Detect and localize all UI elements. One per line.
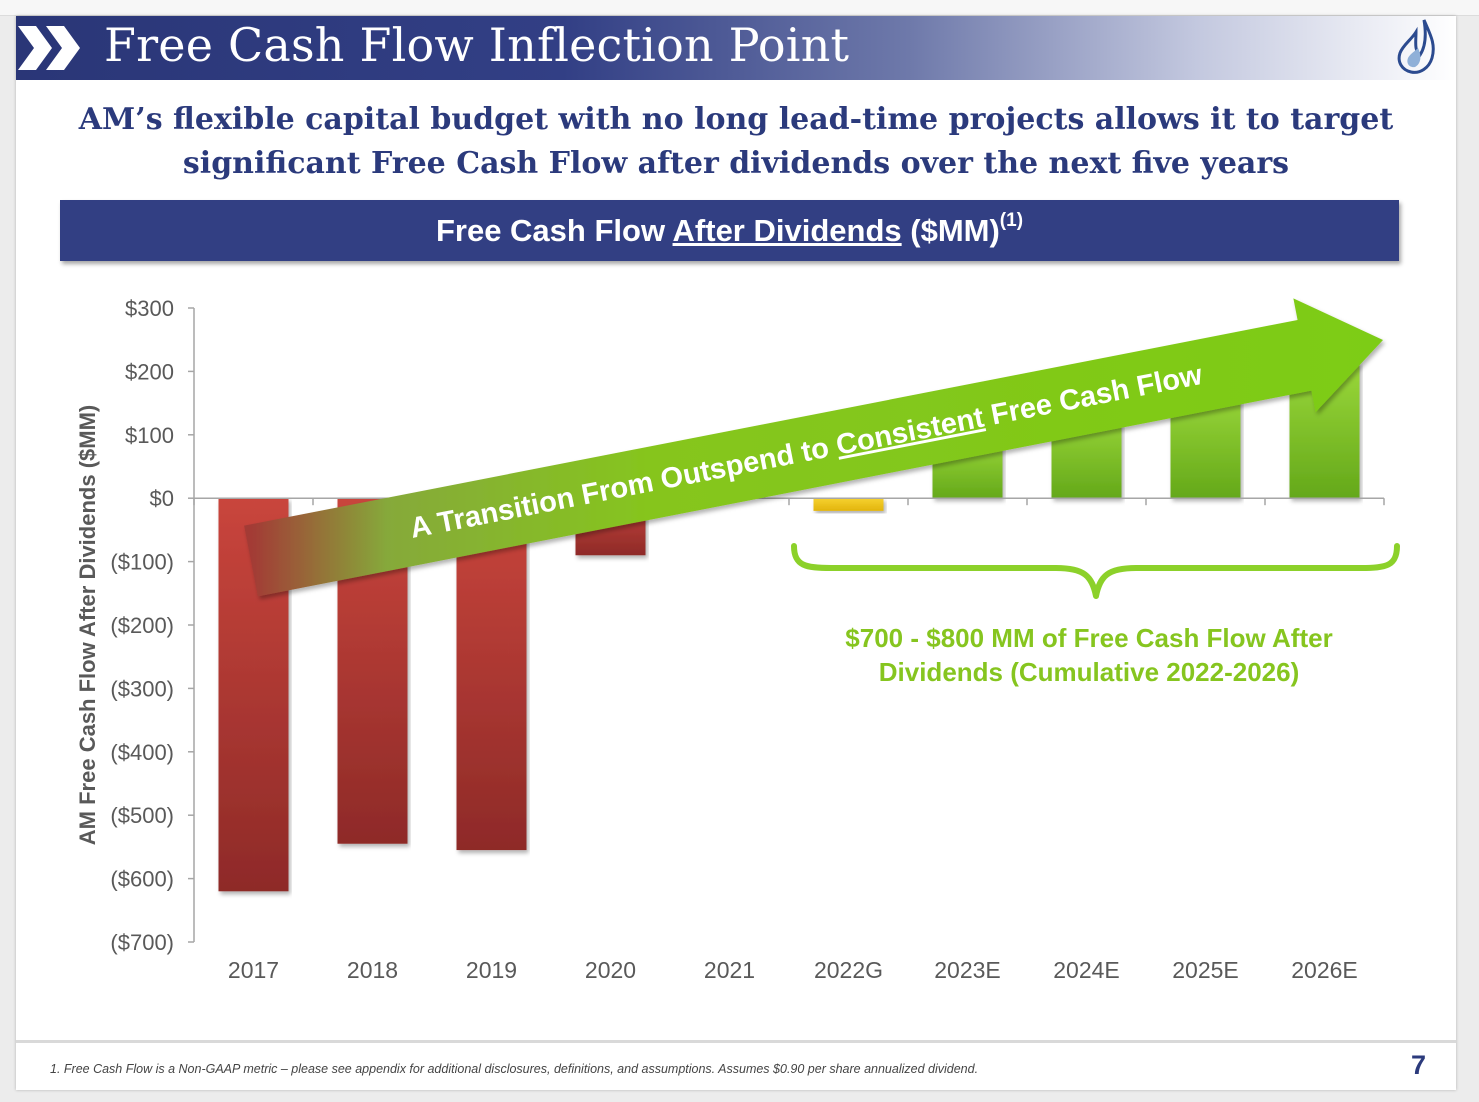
subtitle: AM’s flexible capital budget with no lon… <box>56 98 1416 186</box>
x-tick-label: 2023E <box>934 957 1001 983</box>
chart-header-underlined: After Dividends <box>672 213 902 248</box>
chart-header-text: Free Cash Flow <box>435 213 673 248</box>
subtitle-line-1: AM’s flexible capital budget with no lon… <box>78 102 1394 137</box>
x-tick-label: 2026E <box>1291 957 1358 983</box>
footer-divider <box>16 1040 1456 1043</box>
y-tick-label: $100 <box>125 423 174 448</box>
bar-2019 <box>456 498 527 851</box>
bar-2022G <box>813 498 884 511</box>
fcf-bar-chart: $300 $200 $100 $0 ($100) ($200) ($300) ($400) ($… <box>75 296 1400 983</box>
x-tick-label: 2022G <box>814 957 883 983</box>
y-tick-label: $300 <box>125 296 174 321</box>
x-tick-label: 2019 <box>466 957 517 983</box>
y-tick-label: ($100) <box>110 550 174 575</box>
y-tick-label: ($200) <box>110 613 174 638</box>
chart-header: Free Cash Flow After Dividends ($MM)(1) <box>60 200 1399 261</box>
x-tick-label: 2018 <box>347 957 398 983</box>
page-title: Free Cash Flow Inflection Point <box>104 18 850 72</box>
y-axis-label: AM Free Cash Flow After Dividends ($MM) <box>75 405 100 845</box>
y-tick-label: ($500) <box>110 803 174 828</box>
chart-header-footnote-ref: (1) <box>999 209 1024 231</box>
y-tick-label: ($300) <box>110 676 174 701</box>
brace-label-line-1: $700 - $800 MM of Free Cash Flow After <box>845 623 1332 653</box>
window-top-strip <box>0 0 1479 16</box>
y-tick-label: ($600) <box>110 867 174 892</box>
x-tick-label: 2021 <box>704 957 755 983</box>
brace-annotation: $700 - $800 MM of Free Cash Flow After D… <box>791 543 1400 687</box>
y-tick-label: $0 <box>150 486 174 511</box>
x-tick-label: 2024E <box>1053 957 1120 983</box>
curly-brace-shape <box>791 543 1400 599</box>
page-number: 7 <box>1411 1050 1427 1080</box>
x-tick-label: 2025E <box>1172 957 1239 983</box>
brace-label-line-2: Dividends (Cumulative 2022-2026) <box>879 657 1300 687</box>
slide: Free Cash Flow Inflection Point AM’s fle… <box>16 16 1456 1090</box>
arrow-shape <box>244 298 1384 597</box>
flame-logo-icon <box>1397 19 1435 74</box>
subtitle-line-2: significant Free Cash Flow after dividen… <box>182 146 1290 181</box>
x-tick-label: 2017 <box>228 957 279 983</box>
x-tick-label: 2020 <box>585 957 636 983</box>
y-tick-label: ($700) <box>110 930 174 955</box>
chart-header-unit: ($MM) <box>901 213 1000 248</box>
footnote: 1. Free Cash Flow is a Non-GAAP metric –… <box>50 1062 979 1076</box>
title-bar: Free Cash Flow Inflection Point <box>16 16 1456 80</box>
y-tick-label: ($400) <box>110 740 174 765</box>
chevron-bullet-icon <box>18 26 80 70</box>
y-tick-label: $200 <box>125 359 174 384</box>
